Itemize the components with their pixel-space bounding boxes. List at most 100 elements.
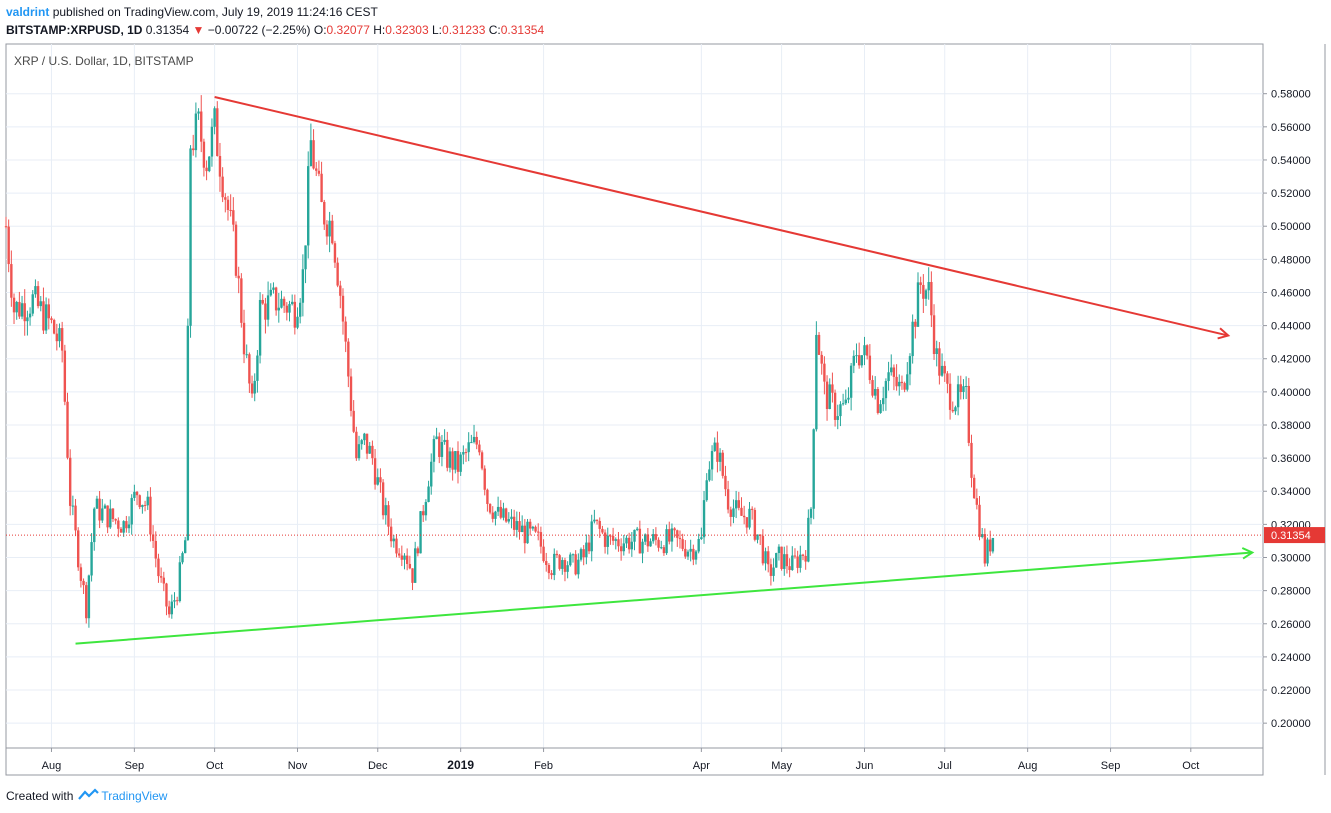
- candle-body: [50, 318, 53, 321]
- y-tick-label: 0.56000: [1271, 122, 1311, 134]
- candle-body: [986, 539, 989, 564]
- author-name[interactable]: valdrint: [6, 5, 50, 19]
- candle-body: [183, 540, 187, 554]
- candle-body: [662, 547, 666, 554]
- candle-body: [28, 313, 32, 318]
- y-tick-label: 0.48000: [1271, 254, 1311, 266]
- candle-body: [914, 321, 917, 327]
- grid-lines: [6, 44, 1263, 748]
- candle-body: [831, 384, 834, 393]
- candle-body: [392, 538, 395, 542]
- candle-body: [167, 606, 171, 615]
- candle-body: [547, 564, 551, 574]
- candle-body: [523, 525, 527, 544]
- candle-body: [892, 367, 896, 377]
- candle-body: [101, 508, 104, 521]
- candle-body: [903, 383, 906, 390]
- candle-body: [274, 287, 278, 311]
- candle-body: [432, 439, 436, 462]
- plot-frame: [5, 43, 1264, 776]
- candle-body: [411, 568, 414, 583]
- y-tick-label: 0.34000: [1271, 486, 1311, 498]
- candle-body: [571, 554, 575, 556]
- candle-body: [419, 511, 422, 554]
- candle-body: [4, 226, 8, 228]
- candle-body: [943, 365, 946, 374]
- candle-body: [627, 537, 631, 550]
- candle-body: [705, 480, 708, 501]
- candle-body: [954, 407, 957, 412]
- candle-body: [980, 534, 984, 538]
- candle-body: [226, 199, 230, 210]
- candle-body: [748, 508, 751, 528]
- candle-body: [750, 508, 754, 510]
- candle-body: [245, 354, 248, 356]
- candle-body: [381, 482, 385, 516]
- trendline-arrow-icon: [1241, 547, 1255, 560]
- candle-body: [817, 334, 821, 355]
- candle-body: [745, 517, 749, 528]
- candle-body: [18, 301, 21, 317]
- candle-body: [865, 345, 869, 356]
- candle-body: [737, 500, 741, 508]
- x-tick-label: Aug: [42, 760, 62, 772]
- candle-body: [643, 534, 647, 542]
- candle-body: [956, 384, 960, 408]
- candle-body: [349, 376, 353, 411]
- candle-body: [708, 469, 711, 481]
- candle-body: [585, 542, 588, 558]
- candle-body: [887, 372, 890, 382]
- candle-body: [143, 504, 147, 506]
- candle-body: [927, 281, 930, 291]
- candle-body: [879, 404, 882, 413]
- candle-body: [772, 567, 775, 576]
- candle-body: [277, 307, 280, 311]
- candle-body: [678, 537, 682, 540]
- candle-body: [298, 302, 302, 317]
- candle-body: [360, 440, 363, 445]
- publish-info: published on TradingView.com, July 19, 2…: [52, 5, 378, 19]
- candle-body: [68, 457, 72, 506]
- symbol-ohlc-line: BITSTAMP:XRPUSD, 1D 0.31354 ▼ −0.00722 (…: [6, 22, 1326, 38]
- high-value: 0.32303: [385, 23, 429, 37]
- candle-body: [777, 546, 781, 554]
- candle-body: [649, 541, 652, 547]
- candle-body: [499, 506, 502, 518]
- candle-body: [397, 553, 401, 556]
- candle-body: [333, 243, 337, 263]
- candles-layer: [4, 95, 995, 628]
- candle-body: [820, 354, 823, 364]
- candle-body: [991, 537, 995, 552]
- candle-body: [595, 519, 599, 521]
- candle-body: [106, 505, 109, 528]
- candle-body: [63, 350, 67, 402]
- candle-body: [413, 548, 417, 583]
- candle-body: [288, 304, 291, 313]
- candle-body: [111, 508, 115, 520]
- candle-body: [726, 489, 730, 510]
- candle-body: [315, 168, 318, 171]
- candle-body: [363, 433, 366, 441]
- candle-body: [159, 576, 163, 578]
- candle-body: [42, 301, 45, 331]
- candle-body: [109, 508, 112, 528]
- candle-body: [665, 529, 668, 554]
- candle-body: [788, 566, 791, 570]
- candle-body: [221, 176, 224, 198]
- candle-body: [74, 505, 77, 531]
- candle-body: [427, 486, 430, 502]
- candle-body: [317, 170, 321, 174]
- candle-body: [924, 290, 928, 299]
- candle-body: [545, 561, 548, 565]
- candle-body: [133, 491, 136, 498]
- candle-body: [930, 281, 933, 316]
- tradingview-brand[interactable]: TradingView: [101, 788, 168, 803]
- x-tick-label: Oct: [206, 760, 223, 772]
- candle-body: [339, 285, 342, 296]
- trendline: [75, 551, 1253, 645]
- y-tick-label: 0.42000: [1271, 354, 1311, 366]
- candle-body: [938, 348, 941, 376]
- candle-body: [641, 541, 644, 554]
- candle-body: [446, 439, 449, 468]
